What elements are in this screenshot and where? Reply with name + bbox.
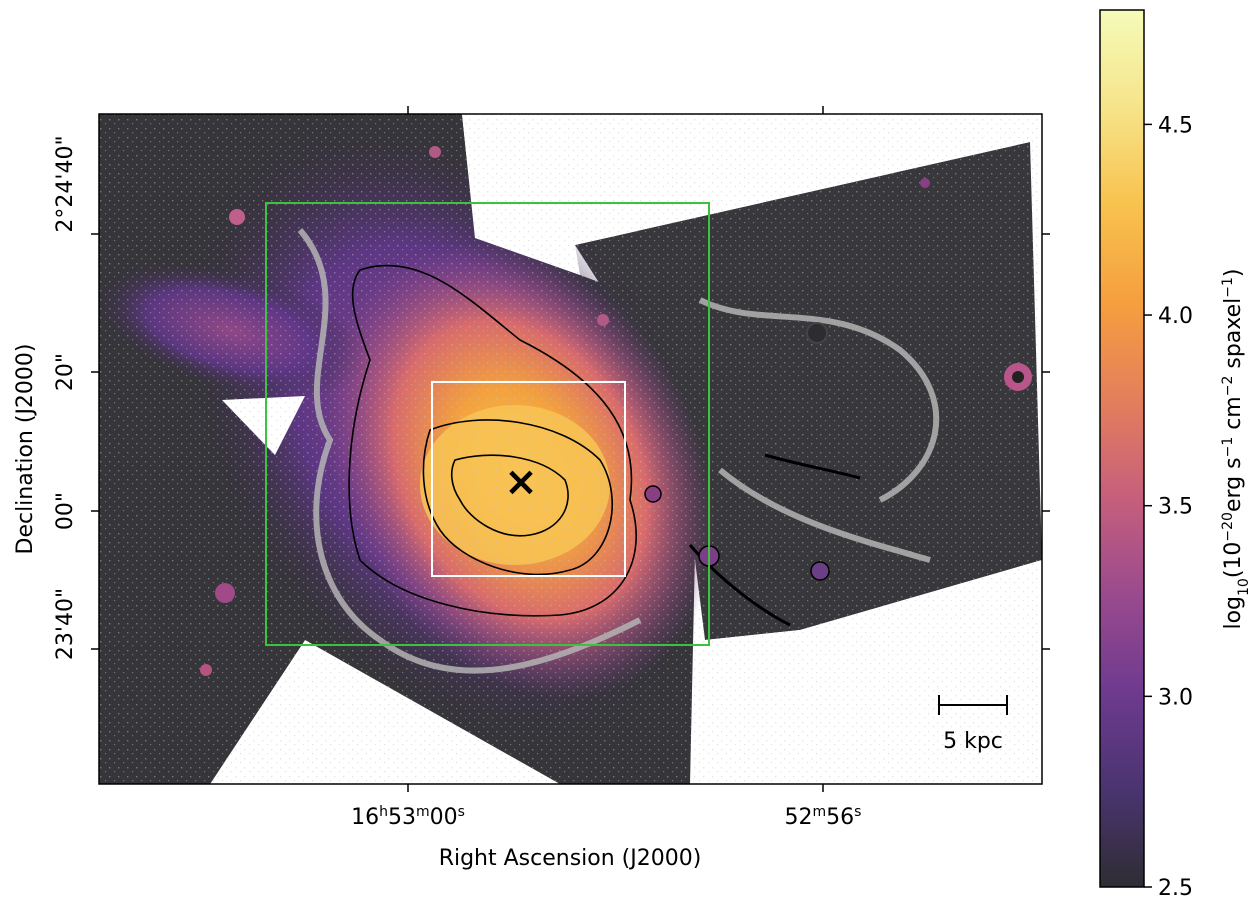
contour-streak xyxy=(764,453,861,480)
mask-contour xyxy=(297,228,940,674)
source xyxy=(806,322,828,344)
source xyxy=(429,146,441,158)
source xyxy=(920,178,930,188)
colorbar-label: log10(10−20erg s−1 cm−2 spaxel−1) xyxy=(1220,268,1251,629)
nucleus-marker: × xyxy=(504,459,538,505)
y-tick-label: 23'40" xyxy=(53,588,78,660)
y-tick-label: 00" xyxy=(53,492,78,530)
source xyxy=(644,485,662,503)
y-axis-label: Declination (J2000) xyxy=(13,344,38,555)
source xyxy=(229,209,245,225)
colorbar xyxy=(1099,9,1145,888)
scale-bar-label: 5 kpc xyxy=(943,729,1003,754)
mask-speckle xyxy=(99,114,1042,784)
source xyxy=(215,583,235,603)
colorbar-tick-label: 4.0 xyxy=(1158,304,1193,329)
colorbar-tick-label: 3.5 xyxy=(1158,495,1193,520)
scale-bar: 5 kpc xyxy=(938,695,1008,754)
source xyxy=(597,314,609,326)
source xyxy=(1012,371,1024,383)
y-tick-label: 2°24'40" xyxy=(53,135,78,232)
colorbar-tick-label: 3.0 xyxy=(1158,685,1193,710)
colorbar-ticks: 2.5 3.0 3.5 4.0 4.5 xyxy=(1144,113,1193,899)
intensity-map: × 5 kpc xyxy=(99,114,1042,784)
x-tick-label: 16h53m00s xyxy=(351,804,465,830)
outer-footprint-box xyxy=(265,202,710,646)
y-tick-label: 20" xyxy=(53,353,78,391)
x-tick-label: 52m56s xyxy=(785,804,862,830)
colorbar-tick-label: 4.5 xyxy=(1158,113,1193,138)
source xyxy=(200,664,212,676)
y-ticks xyxy=(91,233,1050,650)
x-ticks xyxy=(407,106,824,792)
source xyxy=(810,561,830,581)
x-axis-label: Right Ascension (J2000) xyxy=(439,846,702,871)
inner-footprint-box xyxy=(431,381,626,577)
axes-frame xyxy=(98,113,1043,785)
contour-mid xyxy=(422,419,613,576)
colorbar-tick-label: 2.5 xyxy=(1158,876,1193,899)
contour-outer xyxy=(348,264,637,617)
contour-inner xyxy=(450,454,569,537)
